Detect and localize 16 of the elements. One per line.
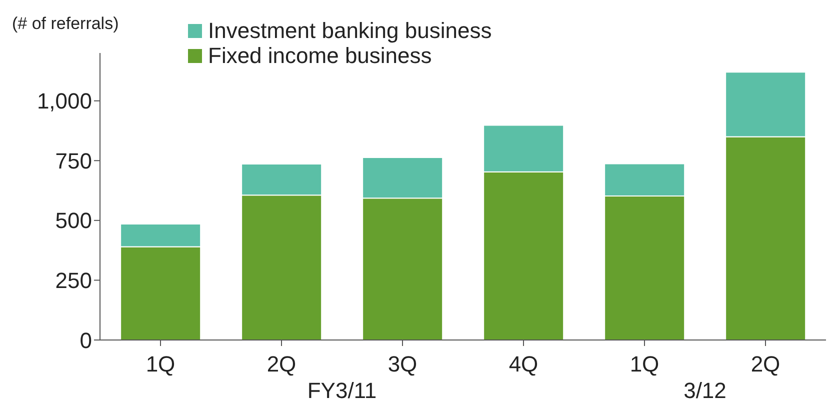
text: FY3/11: [306, 378, 378, 404]
y-tick-label: 250: [55, 268, 92, 294]
x-tick-label: 4Q: [508, 352, 538, 377]
legend-label: Investment banking business: [208, 18, 492, 43]
x-tick-label: 1Q: [146, 352, 176, 377]
x-tick-label: 2Q: [266, 352, 296, 377]
y-tick-label: 0: [80, 328, 92, 353]
y-tick-label: 500: [55, 208, 92, 234]
text: 3/12: [682, 378, 728, 404]
x-tick-label: 2Q: [750, 352, 780, 377]
x-tick-label: 3Q: [388, 352, 418, 377]
x-tick-label: 1Q: [630, 352, 660, 377]
legend-label: Fixed income business: [208, 43, 432, 68]
y-tick-label: 750: [55, 148, 92, 174]
y-axis-title: (# of referrals): [12, 14, 119, 34]
y-tick-label: 1,000: [36, 88, 92, 114]
